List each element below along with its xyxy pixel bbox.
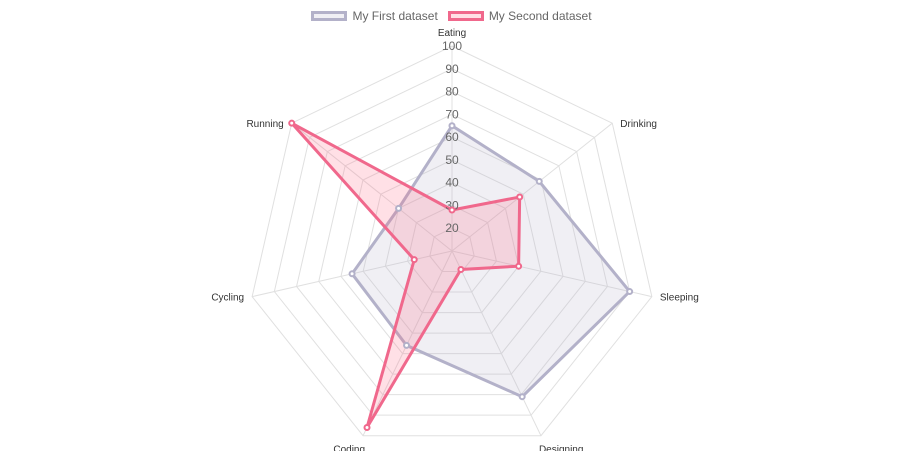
r-tick-label: 60 (445, 130, 459, 144)
category-label-sleeping: Sleeping (660, 293, 699, 304)
legend-item-first-dataset[interactable]: My First dataset (311, 9, 438, 23)
grid-ring-50 (362, 159, 542, 334)
grid-ring-80 (296, 91, 608, 396)
data-point-2-drinking (516, 193, 524, 201)
r-tick-label: 20 (445, 221, 459, 235)
data-point-2-designing (457, 265, 465, 273)
category-label-eating: Eating (438, 28, 466, 39)
data-point-1-cycling (348, 270, 356, 278)
data-point-2-cycling (410, 256, 418, 264)
grid-ring-60 (340, 136, 564, 355)
category-label-drinking: Drinking (620, 119, 657, 130)
series-area-2 (290, 121, 522, 429)
legend-item-second-dataset[interactable]: My Second dataset (447, 9, 592, 23)
data-point-1-eating (448, 122, 456, 130)
category-label-cycling: Cycling (211, 293, 244, 304)
angle-line-running (291, 122, 453, 252)
data-point-1-sleeping (626, 288, 634, 296)
legend: My First dataset My Second dataset (0, 6, 903, 26)
angle-line-sleeping (451, 250, 652, 298)
data-point-1-running (395, 204, 403, 212)
legend-swatch-second (447, 11, 484, 21)
grid-ring-30 (407, 204, 497, 293)
angle-line-designing (451, 250, 542, 436)
legend-label-first: My First dataset (352, 9, 438, 23)
data-point-2-coding (363, 423, 371, 431)
r-tick-label: 90 (445, 62, 459, 76)
r-tick-label: 50 (445, 153, 459, 167)
grid-ring-40 (384, 182, 520, 314)
angle-line-drinking (451, 122, 613, 252)
category-label-designing: Designing (539, 445, 583, 451)
grid-ring-70 (318, 113, 586, 375)
data-point-2-sleeping (515, 262, 523, 270)
r-tick-label: 40 (445, 176, 459, 190)
grid-ring-20 (429, 227, 475, 273)
category-label-running: Running (246, 119, 283, 130)
legend-swatch-first (311, 11, 348, 21)
grid-ring-100 (251, 45, 653, 437)
r-tick-label: 70 (445, 107, 459, 121)
r-tick-label: 100 (442, 39, 462, 53)
data-point-1-drinking (535, 177, 543, 185)
category-label-coding: Coding (333, 445, 365, 451)
data-point-1-designing (518, 393, 526, 401)
data-point-1-coding (403, 341, 411, 349)
r-tick-label: 80 (445, 85, 459, 99)
data-point-2-running (288, 119, 296, 127)
legend-label-second: My Second dataset (488, 9, 592, 23)
grid-ring-90 (273, 68, 631, 416)
data-point-2-eating (448, 206, 456, 214)
